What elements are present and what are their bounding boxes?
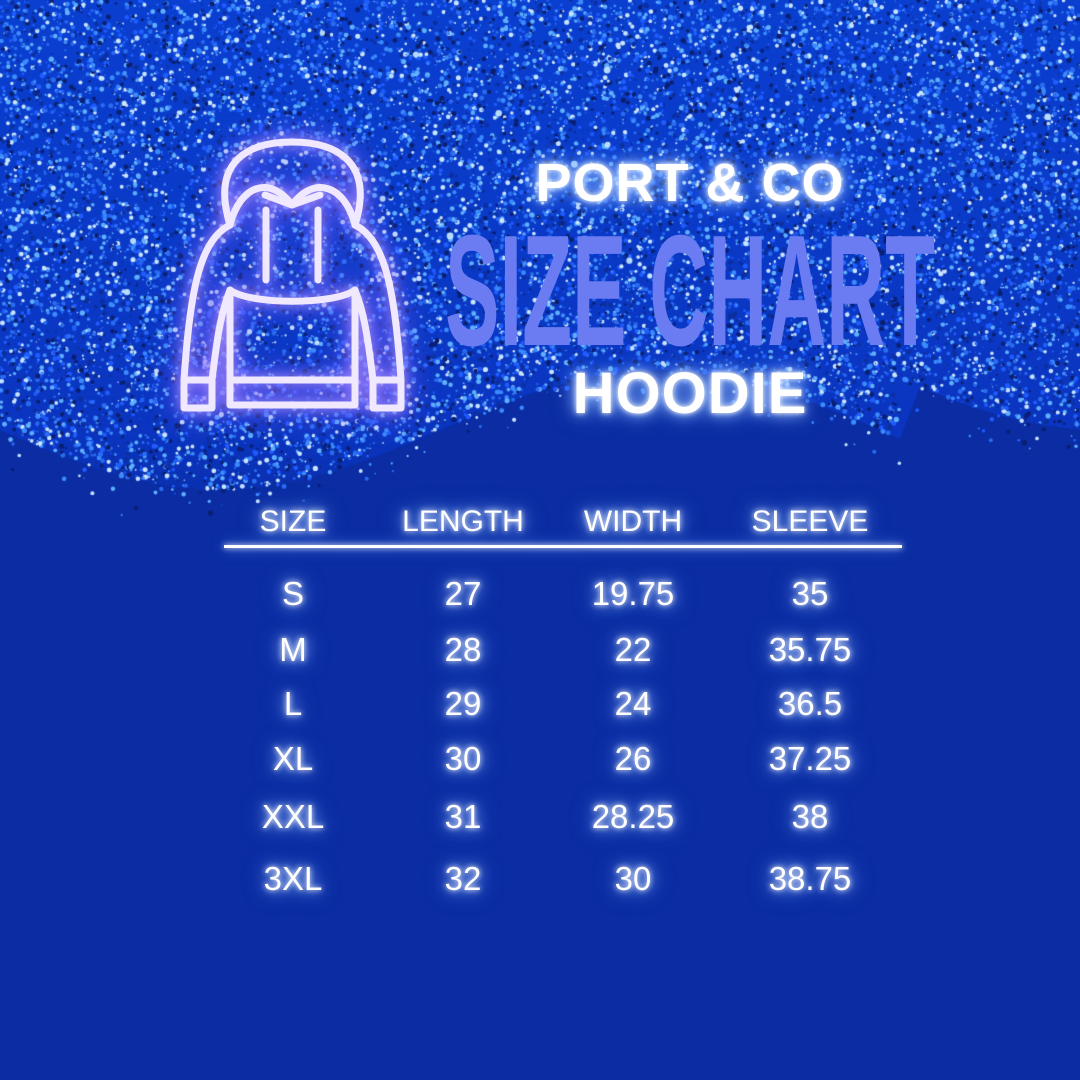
table-cell: XL	[272, 740, 314, 777]
hoodie-icon	[180, 138, 405, 412]
table-cell: 24	[614, 685, 652, 722]
column-header: WIDTH	[583, 505, 683, 538]
table-cell: 19.75	[591, 575, 675, 612]
table-cell: 38.75	[768, 860, 852, 897]
table-cell: 22	[614, 631, 652, 668]
table-cell: 36.5	[777, 685, 843, 722]
table-cell: 32	[444, 860, 482, 897]
column-header: SLEEVE	[751, 505, 869, 538]
column-header: SIZE	[259, 505, 327, 538]
table-cell: S	[281, 575, 304, 612]
table-cell: 28	[444, 631, 482, 668]
table-cell: 29	[444, 685, 482, 722]
glitter-background	[0, 0, 1080, 620]
table-cell: 31	[444, 798, 482, 835]
product-subtitle: HOODIE	[572, 361, 808, 426]
page-title: SIZE CHART	[445, 225, 935, 355]
table-cell: L	[283, 685, 303, 722]
table-cell: 30	[614, 860, 652, 897]
table-cell: 35.75	[768, 631, 852, 668]
column-header: LENGTH	[402, 505, 524, 538]
table-cell: 28.25	[591, 798, 675, 835]
page-title-wrapper: SIZE CHART	[445, 225, 935, 355]
table-cell: 35	[791, 575, 829, 612]
header-divider	[224, 545, 902, 548]
table-cell: 27	[444, 575, 482, 612]
brand-name: PORT & CO	[535, 153, 845, 213]
table-cell: 26	[614, 740, 652, 777]
table-cell: 3XL	[263, 860, 323, 897]
table-cell: M	[279, 631, 307, 668]
table-cell: 30	[444, 740, 482, 777]
table-cell: 38	[791, 798, 829, 835]
table-cell: XXL	[261, 798, 325, 835]
table-cell: 37.25	[768, 740, 852, 777]
